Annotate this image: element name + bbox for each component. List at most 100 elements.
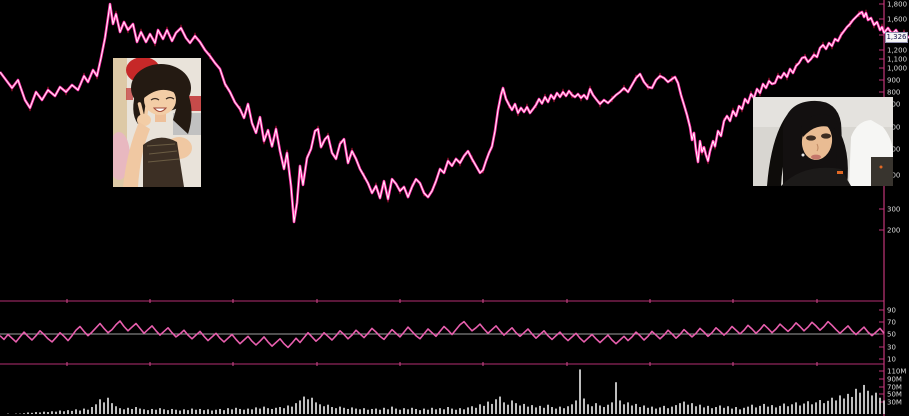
volume-bar [159, 408, 161, 414]
volume-bar [239, 408, 241, 414]
volume-bar [431, 407, 433, 414]
volume-bar [667, 408, 669, 414]
axis-tick-label: 1,200 [887, 47, 907, 55]
volume-bar [331, 407, 333, 414]
volume-bar [511, 400, 513, 414]
axis-tick-label: 1,800 [887, 1, 907, 9]
volume-bar [419, 410, 421, 414]
volume-bar [623, 404, 625, 414]
volume-bar [287, 405, 289, 414]
volume-bar [363, 408, 365, 414]
volume-bar [483, 405, 485, 414]
volume-bar [415, 408, 417, 414]
volume-bar [475, 407, 477, 414]
volume-bar [879, 397, 881, 414]
axis-tick-label: 800 [887, 89, 900, 97]
volume-bar [727, 406, 729, 414]
volume-bar [143, 409, 145, 414]
volume-bar [563, 408, 565, 414]
volume-bar [799, 405, 801, 414]
volume-bar [743, 407, 745, 414]
volume-bar [639, 407, 641, 414]
volume-bar [659, 407, 661, 414]
volume-bar [55, 411, 57, 414]
volume-bar [79, 410, 81, 414]
volume-bar [443, 409, 445, 414]
volume-bar [779, 405, 781, 414]
last-price-tag: 1,326 [885, 32, 908, 43]
photo-right-inset [753, 97, 893, 186]
volume-bar [179, 410, 181, 414]
right-axis: 1,8001,6001,4001,2001,1001,0009008007006… [879, 0, 907, 416]
axis-tick-label: 300 [887, 206, 900, 214]
volume-bar [503, 402, 505, 414]
volume-bar [279, 407, 281, 414]
axis-tick-label: 200 [887, 227, 900, 235]
volume-bar [411, 407, 413, 414]
volume-bar [147, 410, 149, 414]
volume-bar [459, 408, 461, 414]
volume-bar [423, 408, 425, 414]
volume-bar [683, 401, 685, 414]
last-price-value: 1,326 [886, 33, 907, 41]
volume-bar [123, 409, 125, 414]
volume-bar [523, 403, 525, 414]
volume-bar [855, 388, 857, 414]
volume-bar [243, 409, 245, 414]
volume-bar [47, 412, 49, 414]
volume-bar [807, 401, 809, 414]
volume-bar [863, 384, 865, 414]
volume-bar [711, 408, 713, 414]
volume-bar [583, 398, 585, 414]
axis-tick-label: 400 [887, 172, 900, 180]
volume-bar [59, 410, 61, 414]
volume-bar [539, 405, 541, 414]
volume-bar [435, 409, 437, 414]
volume-bar [515, 403, 517, 414]
girl-peace-sign-illustration [108, 57, 201, 187]
volume-bar [699, 404, 701, 414]
volume-bar [499, 396, 501, 414]
volume-bar [387, 409, 389, 414]
volume-bar [111, 403, 113, 414]
volume-bar [655, 408, 657, 414]
volume-bar [103, 402, 105, 414]
volume-bar [867, 390, 869, 414]
volume-bar [695, 406, 697, 414]
volume-bar [707, 405, 709, 414]
volume-bar [255, 407, 257, 414]
volume-bar [467, 407, 469, 414]
volume-bar [335, 408, 337, 414]
woman-portrait-illustration [753, 97, 893, 186]
volume-bar [551, 407, 553, 414]
volume-bar [491, 403, 493, 414]
volume-bar [343, 407, 345, 414]
volume-bar [51, 411, 53, 414]
volume-bar [747, 406, 749, 414]
volume-bar [587, 404, 589, 414]
volume-bar [643, 405, 645, 414]
volume-bar [403, 408, 405, 414]
volume-bar [307, 399, 309, 414]
volume-bar [547, 404, 549, 414]
volume-bar [187, 410, 189, 414]
axis-tick-label: 90M [887, 376, 902, 384]
volume-bar [355, 408, 357, 414]
volume-bar [771, 405, 773, 414]
axis-tick-label: 30M [887, 399, 902, 407]
axis-tick-label: 500 [887, 146, 900, 154]
volume-bar [115, 406, 117, 414]
volume-bar [295, 403, 297, 414]
volume-bar [203, 410, 205, 414]
volume-bar [847, 393, 849, 414]
volume-bar [843, 398, 845, 414]
volume-bar [599, 405, 601, 414]
volume-bar [99, 399, 101, 414]
volume-bar [739, 409, 741, 414]
volume-bar [575, 400, 577, 414]
axis-tick-label: 50M [887, 391, 902, 399]
volume-bar [319, 404, 321, 414]
axis-tick-label: 1,600 [887, 16, 907, 24]
